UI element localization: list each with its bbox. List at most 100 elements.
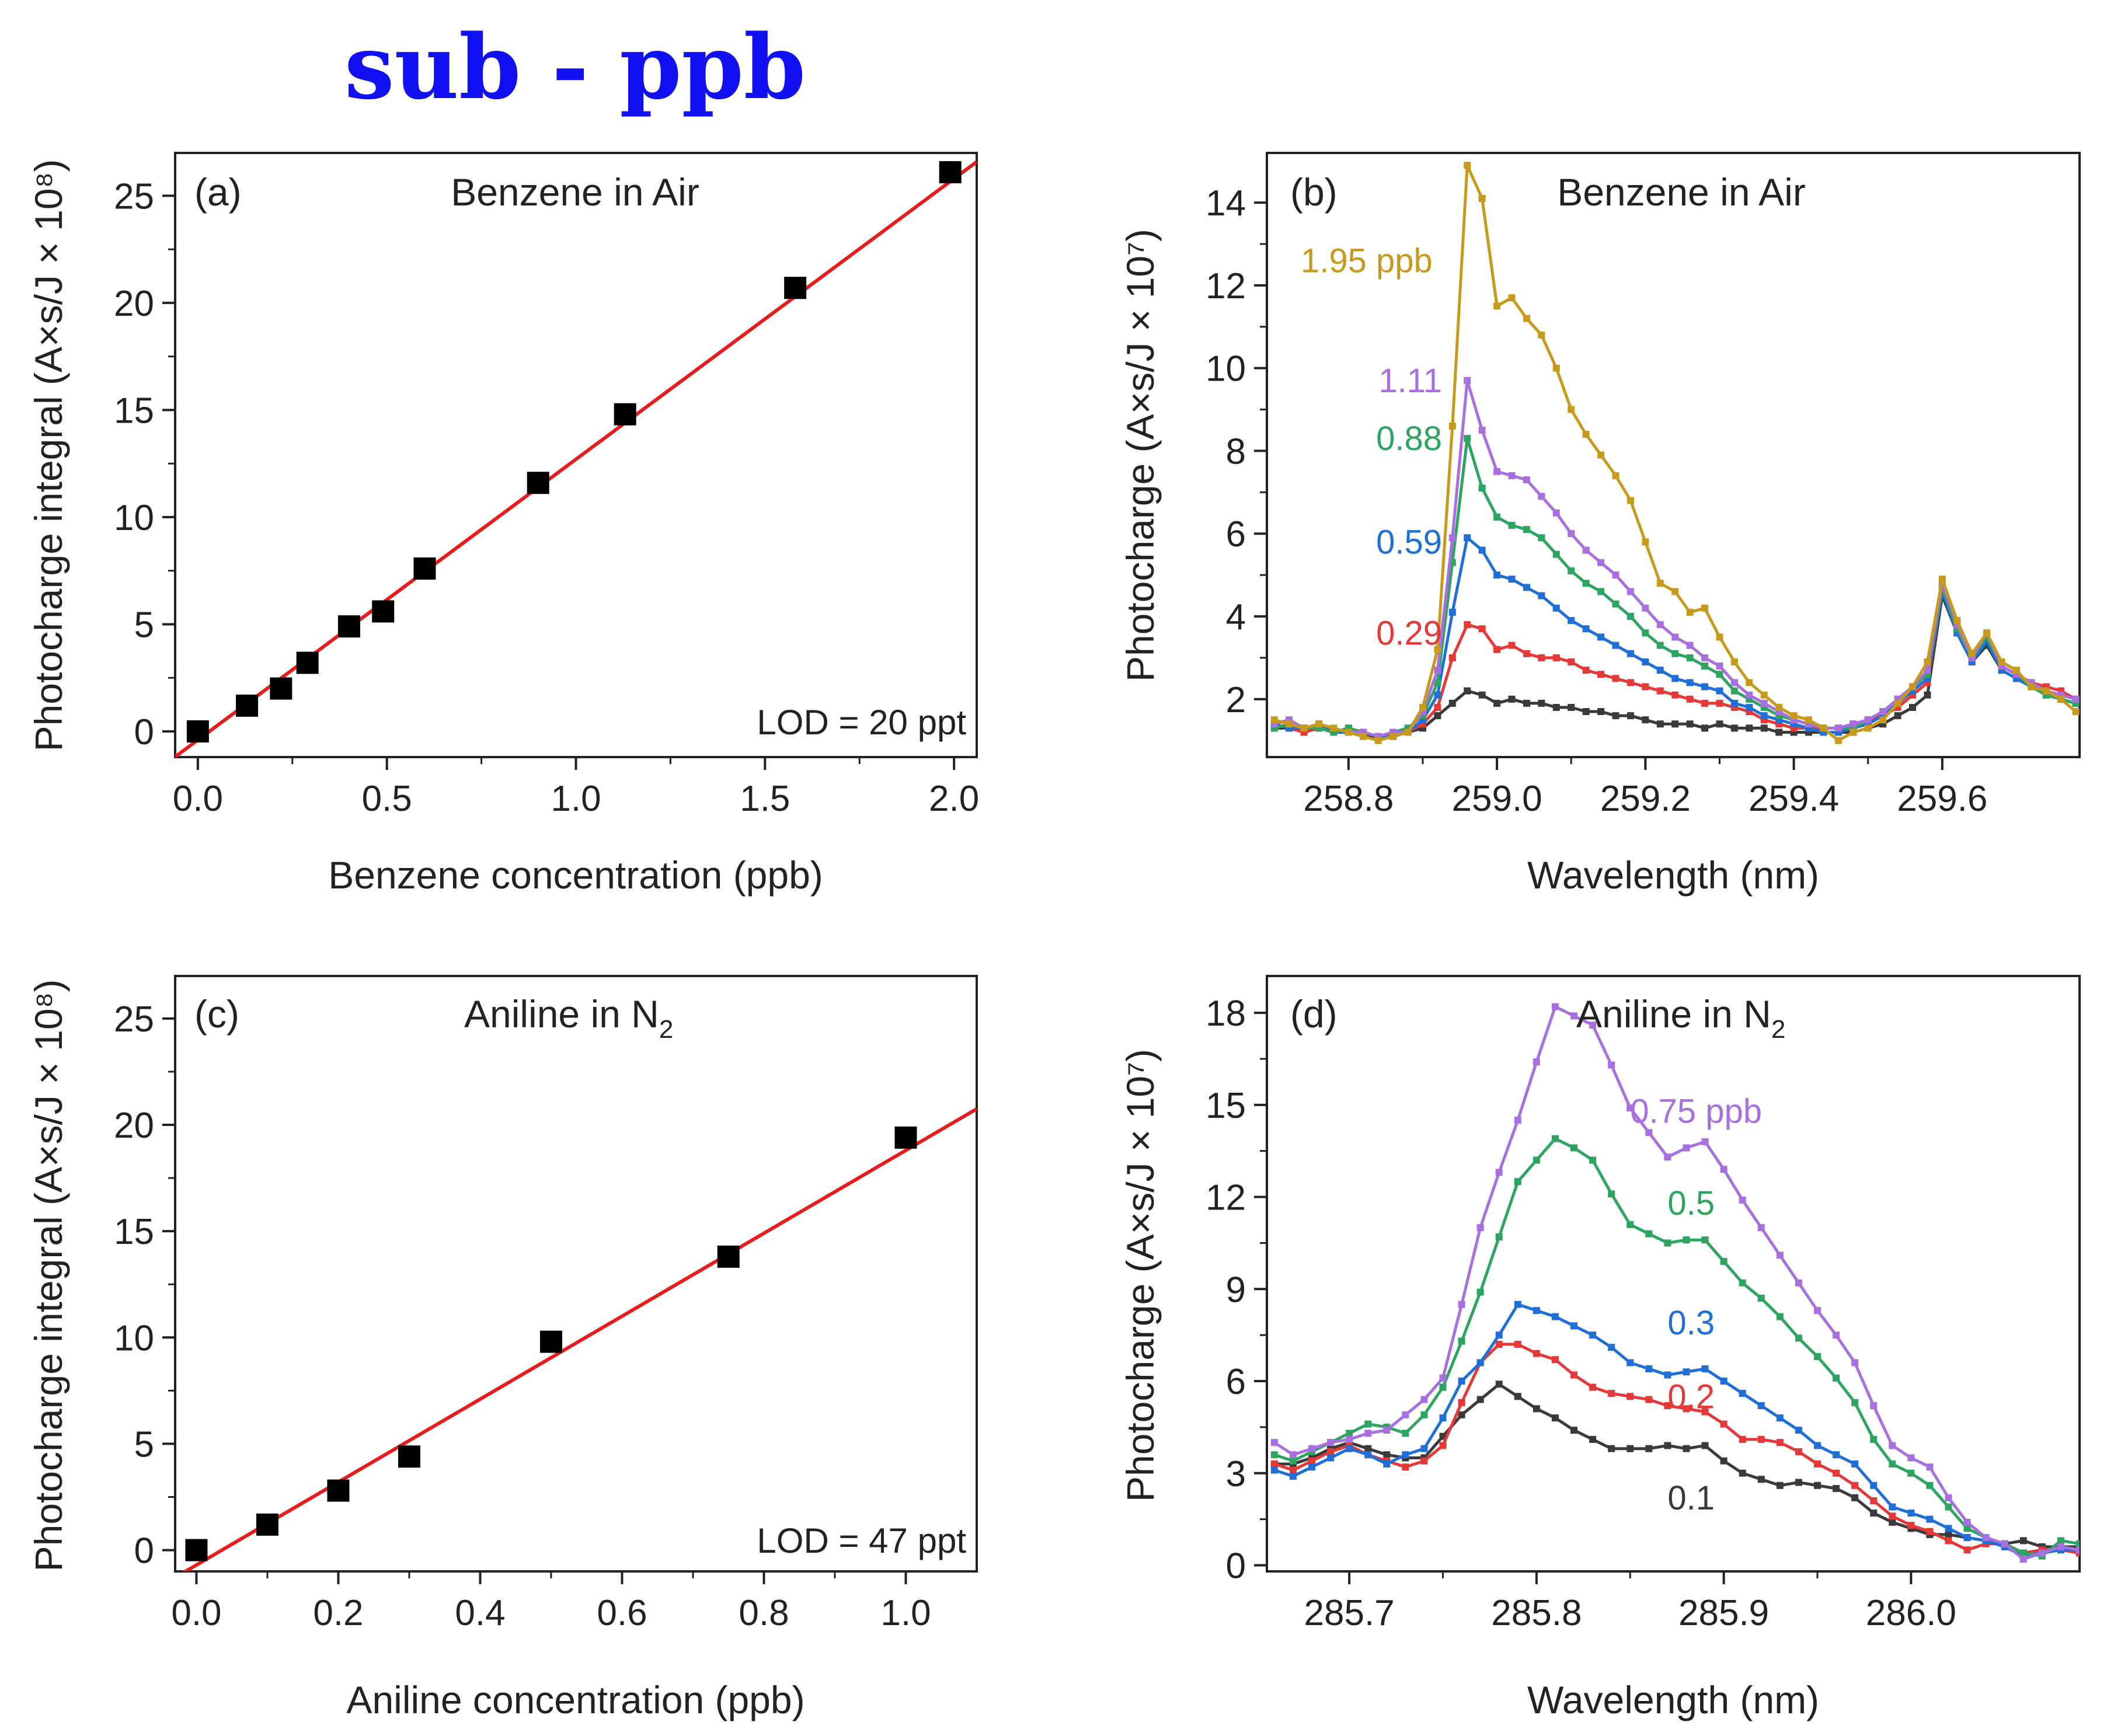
series-point xyxy=(1924,667,1931,674)
series-point xyxy=(1523,476,1530,484)
series-point xyxy=(1851,1460,1859,1467)
series-point xyxy=(1757,1435,1765,1443)
panel-label: (a) xyxy=(194,170,242,214)
series-point xyxy=(1645,1445,1653,1452)
series-point xyxy=(1608,1061,1615,1069)
series-point xyxy=(1795,1334,1802,1342)
y-tick-label: 18 xyxy=(1206,994,1246,1034)
series-point xyxy=(1448,654,1456,661)
series-point xyxy=(1656,580,1664,587)
series-point xyxy=(2072,695,2080,703)
series-point xyxy=(1464,162,1471,169)
series-point xyxy=(1686,695,1694,703)
series-point xyxy=(1983,629,1991,637)
data-point xyxy=(717,1245,740,1268)
series-point xyxy=(1570,1144,1578,1152)
x-tick-label: 0.4 xyxy=(455,1593,505,1633)
series-point xyxy=(1439,1374,1447,1382)
series-point xyxy=(1642,716,1649,724)
series-point xyxy=(1597,451,1605,459)
series-point xyxy=(1671,691,1679,699)
series-point xyxy=(1701,1365,1709,1372)
series-point xyxy=(1720,1257,1728,1265)
x-tick-label: 286.0 xyxy=(1866,1593,1956,1633)
y-tick-label: 3 xyxy=(1226,1454,1246,1494)
series-point xyxy=(1833,1331,1840,1339)
series-point xyxy=(1642,538,1649,546)
data-point xyxy=(270,677,292,700)
series-point xyxy=(1627,712,1634,720)
series-point xyxy=(1478,194,1486,202)
series-point xyxy=(1701,1236,1709,1244)
series-point xyxy=(1538,331,1545,339)
series-point xyxy=(1760,699,1768,707)
data-point xyxy=(939,161,962,184)
y-tick-label: 15 xyxy=(114,1212,154,1252)
series-point xyxy=(1582,708,1590,716)
series-point xyxy=(1813,1442,1821,1449)
y-tick-label: 0 xyxy=(134,712,154,752)
axis-ticks: 258.8 259.0 259.2 259.4 259.6 2 4 6 8 10 12 14 xyxy=(1206,183,1987,819)
title-main: Aniline in N xyxy=(1576,992,1771,1036)
series-point xyxy=(1757,1476,1765,1483)
series-point xyxy=(1420,1445,1428,1452)
x-tick-label: 0.0 xyxy=(171,1593,221,1633)
series-point xyxy=(1508,522,1516,529)
series-point xyxy=(1346,1435,1353,1443)
series-point xyxy=(1746,679,1753,686)
series-point xyxy=(1664,1402,1671,1410)
series-point xyxy=(1945,1494,1952,1501)
series-point xyxy=(1926,1463,1934,1471)
series-point xyxy=(1514,1301,1521,1308)
series-point xyxy=(1533,1156,1540,1164)
series-point xyxy=(1701,604,1709,612)
series-point xyxy=(1864,724,1872,732)
series-point xyxy=(1364,1430,1372,1437)
series-point xyxy=(2057,1537,2064,1545)
series-point xyxy=(1813,1460,1821,1467)
series-point xyxy=(2001,1540,2008,1547)
series-point xyxy=(1889,1460,1896,1467)
series-point xyxy=(1383,1451,1391,1459)
series-point xyxy=(1686,654,1694,661)
series-point xyxy=(1458,1337,1465,1345)
series-point xyxy=(1968,650,1976,657)
series-point xyxy=(1493,571,1501,579)
series-point xyxy=(1720,1457,1728,1465)
series-point xyxy=(1589,1331,1597,1339)
series-point xyxy=(1813,1307,1821,1315)
series-point xyxy=(1495,1233,1503,1240)
axis-ticks: 0.0 0.2 0.4 0.6 0.8 1.0 0 5 10 15 20 25 xyxy=(114,999,931,1633)
series-point xyxy=(1963,1534,1971,1542)
series-labels: 1.95 ppb 1.11 0.88 0.59 0.29 xyxy=(1301,242,1442,652)
series-point xyxy=(1716,663,1723,670)
series-point xyxy=(1627,1221,1634,1228)
y-tick-label: 0 xyxy=(134,1531,154,1571)
series-point xyxy=(1879,716,1887,724)
series-point xyxy=(1664,1442,1671,1449)
series-point xyxy=(1926,1515,1934,1523)
series-point xyxy=(1851,1494,1859,1501)
series-point xyxy=(1346,1445,1353,1452)
series-point xyxy=(1582,431,1590,438)
series-point xyxy=(1813,1352,1821,1360)
series-point xyxy=(1289,1451,1297,1459)
series-point xyxy=(1533,1405,1540,1413)
series-point xyxy=(1870,1402,1878,1410)
series-point xyxy=(1508,642,1516,649)
data-point xyxy=(296,651,319,674)
series-point xyxy=(1730,658,1738,665)
series-point xyxy=(1813,1481,1821,1489)
series-point xyxy=(1582,667,1590,674)
series-point xyxy=(1308,1463,1315,1471)
x-tick-label: 258.8 xyxy=(1303,779,1394,819)
series-point xyxy=(1683,1236,1690,1244)
series-point xyxy=(1589,1383,1597,1391)
data-point xyxy=(527,472,549,494)
series-point xyxy=(1686,642,1694,649)
series-point xyxy=(1683,1368,1690,1376)
data-marks xyxy=(182,1107,977,1571)
series-point xyxy=(1612,642,1620,649)
series-point xyxy=(1523,650,1530,657)
series-point xyxy=(1730,699,1738,707)
